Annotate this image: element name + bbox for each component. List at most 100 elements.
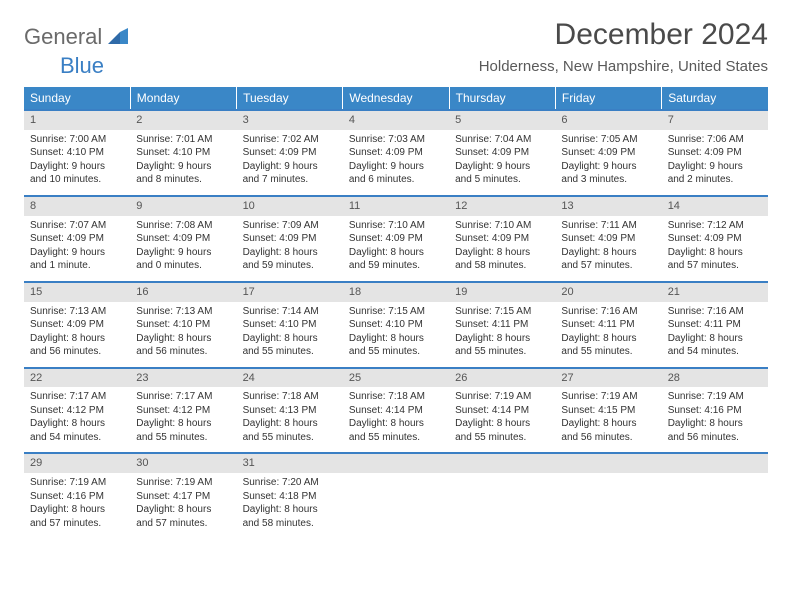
date-body: Sunrise: 7:10 AMSunset: 4:09 PMDaylight:… bbox=[343, 216, 449, 281]
date-body: Sunrise: 7:16 AMSunset: 4:11 PMDaylight:… bbox=[555, 302, 661, 367]
daylight-text: Daylight: 8 hours and 55 minutes. bbox=[349, 417, 443, 444]
date-body: Sunrise: 7:19 AMSunset: 4:16 PMDaylight:… bbox=[24, 473, 130, 538]
daylight-text: Daylight: 8 hours and 57 minutes. bbox=[561, 246, 655, 273]
date-number: 12 bbox=[449, 197, 555, 216]
sunrise-text: Sunrise: 7:15 AM bbox=[455, 305, 549, 319]
sunrise-text: Sunrise: 7:16 AM bbox=[668, 305, 762, 319]
sunrise-text: Sunrise: 7:13 AM bbox=[136, 305, 230, 319]
date-number: 6 bbox=[555, 111, 661, 130]
sunrise-text: Sunrise: 7:19 AM bbox=[668, 390, 762, 404]
sunset-text: Sunset: 4:09 PM bbox=[243, 232, 337, 246]
sunrise-text: Sunrise: 7:09 AM bbox=[243, 219, 337, 233]
date-body: Sunrise: 7:19 AMSunset: 4:16 PMDaylight:… bbox=[662, 387, 768, 452]
date-cell: 12Sunrise: 7:10 AMSunset: 4:09 PMDayligh… bbox=[449, 196, 555, 282]
date-cell: 4Sunrise: 7:03 AMSunset: 4:09 PMDaylight… bbox=[343, 110, 449, 196]
date-body bbox=[555, 473, 661, 527]
sunset-text: Sunset: 4:09 PM bbox=[349, 232, 443, 246]
date-number bbox=[449, 454, 555, 473]
sunrise-text: Sunrise: 7:04 AM bbox=[455, 133, 549, 147]
daylight-text: Daylight: 8 hours and 54 minutes. bbox=[668, 332, 762, 359]
sunset-text: Sunset: 4:16 PM bbox=[30, 490, 124, 504]
date-cell: 17Sunrise: 7:14 AMSunset: 4:10 PMDayligh… bbox=[237, 282, 343, 368]
daylight-text: Daylight: 9 hours and 1 minute. bbox=[30, 246, 124, 273]
date-cell: 13Sunrise: 7:11 AMSunset: 4:09 PMDayligh… bbox=[555, 196, 661, 282]
daylight-text: Daylight: 9 hours and 2 minutes. bbox=[668, 160, 762, 187]
date-number: 31 bbox=[237, 454, 343, 473]
date-number: 15 bbox=[24, 283, 130, 302]
date-body: Sunrise: 7:16 AMSunset: 4:11 PMDaylight:… bbox=[662, 302, 768, 367]
date-number: 23 bbox=[130, 369, 236, 388]
sunrise-text: Sunrise: 7:13 AM bbox=[30, 305, 124, 319]
date-body: Sunrise: 7:19 AMSunset: 4:17 PMDaylight:… bbox=[130, 473, 236, 538]
date-number: 4 bbox=[343, 111, 449, 130]
daylight-text: Daylight: 8 hours and 59 minutes. bbox=[243, 246, 337, 273]
date-cell: 18Sunrise: 7:15 AMSunset: 4:10 PMDayligh… bbox=[343, 282, 449, 368]
sunrise-text: Sunrise: 7:19 AM bbox=[561, 390, 655, 404]
sunset-text: Sunset: 4:16 PM bbox=[668, 404, 762, 418]
sunset-text: Sunset: 4:13 PM bbox=[243, 404, 337, 418]
date-body: Sunrise: 7:03 AMSunset: 4:09 PMDaylight:… bbox=[343, 130, 449, 195]
sunrise-text: Sunrise: 7:17 AM bbox=[136, 390, 230, 404]
week-row: 22Sunrise: 7:17 AMSunset: 4:12 PMDayligh… bbox=[24, 368, 768, 454]
date-cell: 28Sunrise: 7:19 AMSunset: 4:16 PMDayligh… bbox=[662, 368, 768, 454]
sunset-text: Sunset: 4:09 PM bbox=[30, 232, 124, 246]
date-cell: 25Sunrise: 7:18 AMSunset: 4:14 PMDayligh… bbox=[343, 368, 449, 454]
date-body: Sunrise: 7:11 AMSunset: 4:09 PMDaylight:… bbox=[555, 216, 661, 281]
title-block: December 2024 Holderness, New Hampshire,… bbox=[479, 18, 768, 75]
date-body: Sunrise: 7:18 AMSunset: 4:13 PMDaylight:… bbox=[237, 387, 343, 452]
date-cell: 31Sunrise: 7:20 AMSunset: 4:18 PMDayligh… bbox=[237, 453, 343, 538]
daylight-text: Daylight: 8 hours and 59 minutes. bbox=[349, 246, 443, 273]
date-cell: 7Sunrise: 7:06 AMSunset: 4:09 PMDaylight… bbox=[662, 110, 768, 196]
date-number: 19 bbox=[449, 283, 555, 302]
daylight-text: Daylight: 8 hours and 57 minutes. bbox=[668, 246, 762, 273]
daylight-text: Daylight: 9 hours and 3 minutes. bbox=[561, 160, 655, 187]
date-body: Sunrise: 7:06 AMSunset: 4:09 PMDaylight:… bbox=[662, 130, 768, 195]
date-body: Sunrise: 7:13 AMSunset: 4:10 PMDaylight:… bbox=[130, 302, 236, 367]
sunset-text: Sunset: 4:09 PM bbox=[668, 146, 762, 160]
daylight-text: Daylight: 9 hours and 10 minutes. bbox=[30, 160, 124, 187]
sunrise-text: Sunrise: 7:20 AM bbox=[243, 476, 337, 490]
date-number bbox=[662, 454, 768, 473]
date-number: 22 bbox=[24, 369, 130, 388]
sunset-text: Sunset: 4:09 PM bbox=[30, 318, 124, 332]
date-body: Sunrise: 7:01 AMSunset: 4:10 PMDaylight:… bbox=[130, 130, 236, 195]
date-body: Sunrise: 7:05 AMSunset: 4:09 PMDaylight:… bbox=[555, 130, 661, 195]
sunset-text: Sunset: 4:10 PM bbox=[243, 318, 337, 332]
date-cell: 27Sunrise: 7:19 AMSunset: 4:15 PMDayligh… bbox=[555, 368, 661, 454]
date-body: Sunrise: 7:19 AMSunset: 4:14 PMDaylight:… bbox=[449, 387, 555, 452]
date-cell: 22Sunrise: 7:17 AMSunset: 4:12 PMDayligh… bbox=[24, 368, 130, 454]
sunset-text: Sunset: 4:09 PM bbox=[561, 146, 655, 160]
date-body: Sunrise: 7:15 AMSunset: 4:10 PMDaylight:… bbox=[343, 302, 449, 367]
sunset-text: Sunset: 4:12 PM bbox=[136, 404, 230, 418]
sunset-text: Sunset: 4:10 PM bbox=[30, 146, 124, 160]
date-body: Sunrise: 7:17 AMSunset: 4:12 PMDaylight:… bbox=[130, 387, 236, 452]
day-header-row: Sunday Monday Tuesday Wednesday Thursday… bbox=[24, 87, 768, 110]
date-number: 13 bbox=[555, 197, 661, 216]
sunset-text: Sunset: 4:09 PM bbox=[243, 146, 337, 160]
date-number: 11 bbox=[343, 197, 449, 216]
date-cell: 30Sunrise: 7:19 AMSunset: 4:17 PMDayligh… bbox=[130, 453, 236, 538]
sunrise-text: Sunrise: 7:01 AM bbox=[136, 133, 230, 147]
sunset-text: Sunset: 4:15 PM bbox=[561, 404, 655, 418]
sunset-text: Sunset: 4:11 PM bbox=[561, 318, 655, 332]
date-body: Sunrise: 7:09 AMSunset: 4:09 PMDaylight:… bbox=[237, 216, 343, 281]
header: General December 2024 Holderness, New Ha… bbox=[24, 18, 768, 75]
date-cell: 24Sunrise: 7:18 AMSunset: 4:13 PMDayligh… bbox=[237, 368, 343, 454]
daylight-text: Daylight: 8 hours and 56 minutes. bbox=[668, 417, 762, 444]
date-number: 7 bbox=[662, 111, 768, 130]
daylight-text: Daylight: 8 hours and 55 minutes. bbox=[349, 332, 443, 359]
date-cell: 19Sunrise: 7:15 AMSunset: 4:11 PMDayligh… bbox=[449, 282, 555, 368]
day-header: Saturday bbox=[662, 87, 768, 110]
sunrise-text: Sunrise: 7:19 AM bbox=[455, 390, 549, 404]
date-cell: 26Sunrise: 7:19 AMSunset: 4:14 PMDayligh… bbox=[449, 368, 555, 454]
daylight-text: Daylight: 8 hours and 56 minutes. bbox=[136, 332, 230, 359]
sunrise-text: Sunrise: 7:08 AM bbox=[136, 219, 230, 233]
sunrise-text: Sunrise: 7:10 AM bbox=[349, 219, 443, 233]
sunrise-text: Sunrise: 7:16 AM bbox=[561, 305, 655, 319]
sunset-text: Sunset: 4:18 PM bbox=[243, 490, 337, 504]
sunrise-text: Sunrise: 7:02 AM bbox=[243, 133, 337, 147]
date-body: Sunrise: 7:04 AMSunset: 4:09 PMDaylight:… bbox=[449, 130, 555, 195]
day-header: Sunday bbox=[24, 87, 130, 110]
date-cell: 20Sunrise: 7:16 AMSunset: 4:11 PMDayligh… bbox=[555, 282, 661, 368]
date-cell: 2Sunrise: 7:01 AMSunset: 4:10 PMDaylight… bbox=[130, 110, 236, 196]
